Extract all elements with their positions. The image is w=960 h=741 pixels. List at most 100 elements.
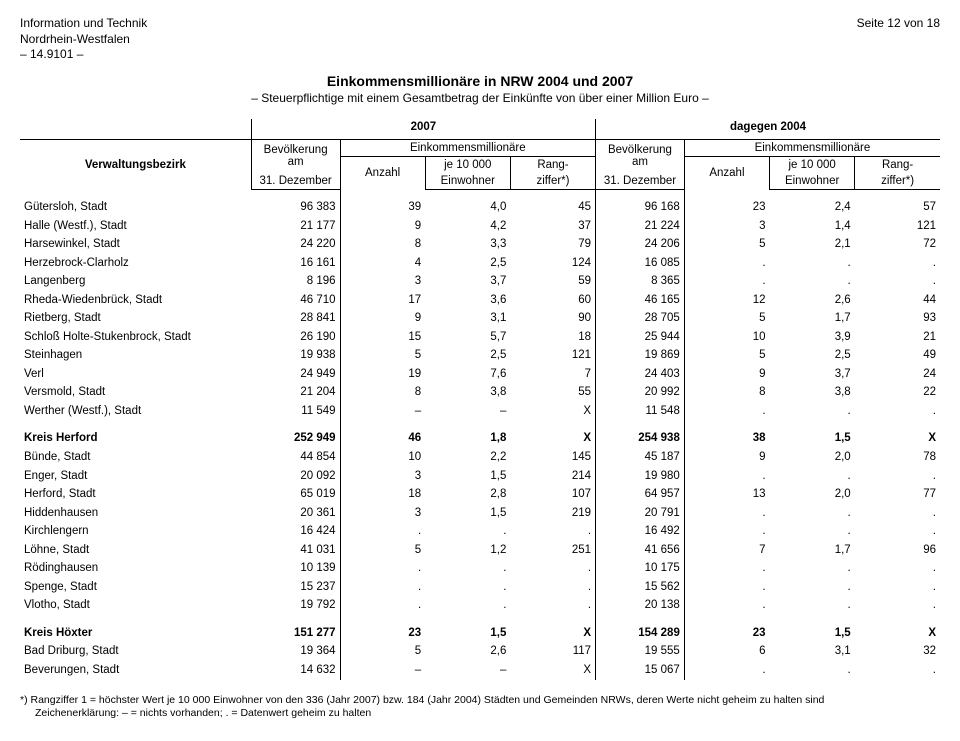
row-val: X: [510, 430, 595, 449]
row-val: 3,8: [770, 384, 855, 403]
row-val: 8: [684, 384, 769, 403]
row-val: 41 031: [251, 541, 340, 560]
year-2007: 2007: [251, 119, 595, 140]
row-val: 5,7: [425, 328, 510, 347]
row-val: .: [855, 661, 940, 680]
col-bev07-l3: 31. Dezember: [251, 173, 340, 190]
row-val: 20 992: [596, 384, 685, 403]
row-val: 78: [855, 448, 940, 467]
row-val: 79: [510, 236, 595, 255]
table-row: Harsewinkel, Stadt24 22083,37924 20652,1…: [20, 236, 940, 255]
row-val: 2,5: [425, 347, 510, 366]
table-row: Rödinghausen10 139...10 175...: [20, 560, 940, 579]
row-val: 9: [340, 310, 425, 329]
col-je07-l1: je 10 000: [425, 156, 510, 173]
row-name: Beverungen, Stadt: [20, 661, 251, 680]
table-row: Versmold, Stadt21 20483,85520 99283,822: [20, 384, 940, 403]
row-val: 219: [510, 504, 595, 523]
row-val: –: [340, 661, 425, 680]
title-sub: – Steuerpflichtige mit einem Gesamtbetra…: [20, 91, 940, 105]
row-val: .: [425, 597, 510, 616]
footnote-line2: Zeichenerklärung: – = nichts vorhanden; …: [20, 707, 940, 721]
row-name: Halle (Westf.), Stadt: [20, 217, 251, 236]
table-row: Langenberg8 19633,7598 365...: [20, 273, 940, 292]
row-val: X: [855, 624, 940, 643]
row-val: X: [855, 430, 940, 449]
row-name: Werther (Westf.), Stadt: [20, 402, 251, 421]
row-val: 254 938: [596, 430, 685, 449]
row-val: 3,9: [770, 328, 855, 347]
row-val: 3: [684, 217, 769, 236]
row-val: 25 944: [596, 328, 685, 347]
table-row: Herzebrock-Clarholz16 16142,512416 085..…: [20, 254, 940, 273]
row-val: 23: [340, 624, 425, 643]
row-name: Enger, Stadt: [20, 467, 251, 486]
row-val: .: [770, 504, 855, 523]
spacer-row: [20, 615, 940, 624]
row-val: 252 949: [251, 430, 340, 449]
page-header: Information und Technik Nordrhein-Westfa…: [20, 16, 940, 63]
row-val: 2,8: [425, 486, 510, 505]
row-val: 2,0: [770, 448, 855, 467]
row-name: Steinhagen: [20, 347, 251, 366]
row-val: 3,6: [425, 291, 510, 310]
row-val: 3,7: [425, 273, 510, 292]
row-val: 1,5: [770, 624, 855, 643]
col-je04-l1: je 10 000: [770, 156, 855, 173]
row-val: .: [770, 523, 855, 542]
table-row: Gütersloh, Stadt96 383394,04596 168232,4…: [20, 199, 940, 218]
row-val: 96 168: [596, 199, 685, 218]
footnote: *) Rangziffer 1 = höchster Wert je 10 00…: [20, 694, 940, 721]
row-val: 5: [340, 541, 425, 560]
col-bev04-l3: 31. Dezember: [596, 173, 685, 190]
row-val: 3,3: [425, 236, 510, 255]
row-val: 154 289: [596, 624, 685, 643]
row-val: 28 841: [251, 310, 340, 329]
row-val: .: [770, 402, 855, 421]
row-name: Bad Driburg, Stadt: [20, 643, 251, 662]
row-val: 19 364: [251, 643, 340, 662]
row-val: 5: [684, 310, 769, 329]
row-val: 17: [340, 291, 425, 310]
row-val: 15 562: [596, 578, 685, 597]
row-val: 96: [855, 541, 940, 560]
footnote-line1: *) Rangziffer 1 = höchster Wert je 10 00…: [20, 694, 940, 708]
row-val: 55: [510, 384, 595, 403]
row-val: 46: [340, 430, 425, 449]
row-val: 39: [340, 199, 425, 218]
row-val: 28 705: [596, 310, 685, 329]
data-table: 2007 dagegen 2004 Verwaltungsbezirk Bevö…: [20, 119, 940, 680]
row-val: 96 383: [251, 199, 340, 218]
row-val: 45: [510, 199, 595, 218]
table-row: Vlotho, Stadt19 792...20 138...: [20, 597, 940, 616]
row-val: .: [425, 523, 510, 542]
row-val: .: [855, 578, 940, 597]
row-val: 8 365: [596, 273, 685, 292]
row-val: .: [684, 467, 769, 486]
row-val: .: [684, 523, 769, 542]
row-val: 145: [510, 448, 595, 467]
row-val: .: [340, 578, 425, 597]
row-val: 5: [684, 347, 769, 366]
row-val: 9: [340, 217, 425, 236]
row-val: 6: [684, 643, 769, 662]
table-row: Bad Driburg, Stadt19 36452,611719 55563,…: [20, 643, 940, 662]
row-val: .: [770, 597, 855, 616]
row-val: .: [684, 504, 769, 523]
table-row: Herford, Stadt65 019182,810764 957132,07…: [20, 486, 940, 505]
row-val: .: [684, 254, 769, 273]
doc-code: – 14.9101 –: [20, 47, 147, 63]
row-val: .: [684, 578, 769, 597]
row-name: Löhne, Stadt: [20, 541, 251, 560]
row-val: 18: [510, 328, 595, 347]
row-val: 19 869: [596, 347, 685, 366]
page-number: Seite 12 von 18: [857, 16, 940, 63]
col-je04-l2: Einwohner: [770, 173, 855, 190]
table-header: 2007 dagegen 2004 Verwaltungsbezirk Bevö…: [20, 119, 940, 190]
row-val: 2,5: [425, 254, 510, 273]
row-val: .: [770, 560, 855, 579]
row-val: 15: [340, 328, 425, 347]
col-einkom04: Einkommensmillionäre: [684, 139, 940, 156]
table-row: Kreis Herford252 949461,8X254 938381,5X: [20, 430, 940, 449]
table-row: Spenge, Stadt15 237...15 562...: [20, 578, 940, 597]
